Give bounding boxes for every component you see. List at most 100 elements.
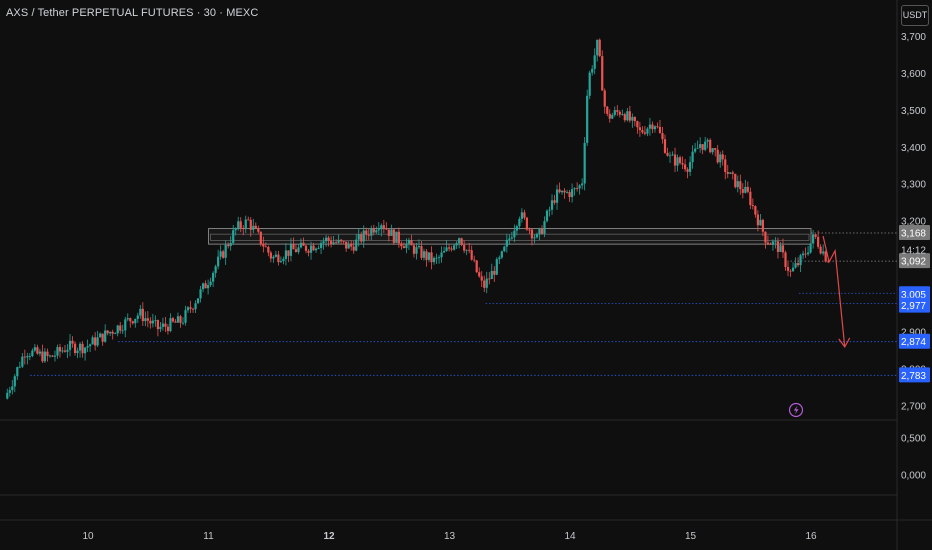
y-tick-label: 3,700 (901, 32, 926, 43)
candle-body (766, 242, 770, 244)
candle-body (121, 330, 124, 332)
candle-body (493, 270, 496, 275)
candle-body (819, 246, 822, 254)
candle-body (8, 390, 11, 393)
candle-body (33, 347, 36, 351)
candle-body (294, 249, 298, 253)
candle-body (402, 246, 406, 249)
candle-body (711, 148, 714, 153)
zones (208, 228, 812, 245)
candle-body (18, 366, 21, 368)
candle-body (729, 172, 732, 174)
candle-body (483, 280, 486, 288)
candle-body (593, 55, 596, 69)
candle-body (827, 261, 830, 263)
candle-body (56, 347, 59, 356)
candle-body (83, 347, 87, 354)
candle-body (204, 283, 207, 289)
candle-body (555, 189, 559, 203)
candle-body (422, 251, 426, 258)
candle-body (6, 392, 9, 399)
candle-body (806, 252, 810, 255)
time-axis[interactable]: 10 11 12 13 14 15 16 (82, 531, 817, 542)
candle-body (535, 234, 539, 238)
candle-body (746, 186, 749, 192)
candle-body (510, 237, 513, 239)
price-tag (899, 286, 930, 302)
candle-body (460, 238, 463, 245)
candle-body (528, 229, 531, 231)
candle-body (340, 239, 343, 242)
candle-body (292, 244, 295, 250)
candle-body (759, 219, 762, 226)
candle-body (274, 254, 277, 257)
candle-body (417, 246, 421, 248)
candle-body (191, 308, 195, 310)
candle-body (51, 355, 54, 357)
candle-body (96, 337, 99, 346)
candle-body (139, 308, 142, 316)
candle-body (714, 148, 717, 150)
candle-body (450, 248, 453, 250)
candle-body (638, 127, 641, 131)
price-tag-label: 3,092 (901, 257, 926, 268)
candle-body (259, 231, 262, 244)
level-lines (30, 232, 897, 376)
lightning-icon[interactable] (788, 402, 804, 418)
currency-button[interactable]: USDT (901, 5, 929, 26)
candle-body (41, 351, 44, 362)
candle-body (658, 126, 662, 134)
candle-body (465, 249, 468, 251)
candle-body (756, 214, 759, 226)
candle-body (262, 243, 265, 247)
candle-body (812, 234, 815, 244)
candle-body (571, 189, 574, 198)
candle-body (109, 331, 112, 334)
candle-body (99, 333, 102, 338)
candle-body (427, 252, 431, 260)
candle-body (686, 169, 689, 172)
candle-body (299, 242, 303, 248)
candle-body (488, 278, 491, 280)
candle-body (774, 241, 777, 243)
candle-body (473, 259, 476, 261)
x-tick-label: 16 (805, 531, 817, 542)
candle-body (171, 318, 175, 322)
candle-body (36, 347, 39, 354)
projection-arrow (822, 235, 851, 348)
candle-body (804, 253, 807, 255)
candle-body (186, 307, 190, 311)
candle-body (322, 241, 325, 244)
candle-body (209, 281, 212, 285)
candle-body (279, 261, 283, 263)
candle-body (106, 330, 109, 334)
candle-body (78, 343, 82, 351)
candle-body (606, 106, 609, 114)
x-tick-label: 14 (564, 531, 576, 542)
candle-body (814, 234, 817, 237)
candle-body (769, 243, 772, 245)
candle-body (159, 326, 162, 330)
candle-body (724, 159, 727, 172)
price-tag-label: 2,977 (901, 301, 926, 312)
candle-body (490, 270, 493, 280)
candle-body (365, 230, 368, 235)
candle-body (681, 163, 684, 165)
candle-body (400, 243, 403, 247)
candle-body (91, 337, 94, 345)
candle-body (581, 183, 584, 186)
candle-body (362, 230, 365, 242)
candle-body (726, 171, 729, 174)
candle-body (643, 132, 647, 134)
candles (6, 38, 830, 400)
candle-body (781, 245, 785, 253)
candle-body (372, 228, 375, 233)
price-tag-label: 2,874 (901, 337, 926, 348)
candle-body (653, 126, 657, 130)
candle-body (405, 243, 408, 249)
candle-body (478, 272, 481, 277)
candle-body (111, 331, 114, 334)
x-tick-label: 10 (82, 531, 94, 542)
